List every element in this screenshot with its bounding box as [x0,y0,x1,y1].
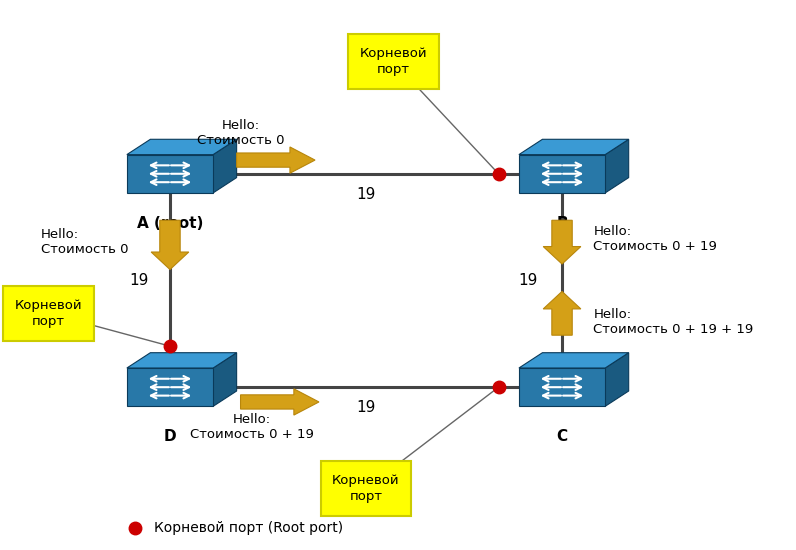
FancyArrow shape [240,389,319,415]
Polygon shape [127,353,236,368]
Text: 19: 19 [519,273,538,288]
Polygon shape [127,368,213,406]
FancyArrow shape [543,221,581,264]
FancyBboxPatch shape [321,461,411,516]
FancyBboxPatch shape [349,34,439,89]
Text: Корневой
порт: Корневой порт [360,47,427,76]
FancyArrow shape [236,147,315,173]
Polygon shape [213,353,236,406]
Polygon shape [605,139,629,193]
Polygon shape [127,139,236,155]
Text: Корневой порт (Root port): Корневой порт (Root port) [154,521,343,535]
Text: 19: 19 [129,273,148,288]
FancyBboxPatch shape [3,286,93,340]
Text: Корневой
порт: Корневой порт [332,474,400,503]
Polygon shape [519,368,605,406]
Text: Hello:
Стоимость 0: Hello: Стоимость 0 [197,119,284,147]
Text: Hello:
Стоимость 0 + 19: Hello: Стоимость 0 + 19 [190,413,314,441]
Text: A (root): A (root) [137,216,203,231]
Text: Hello:
Стоимость 0 + 19: Hello: Стоимость 0 + 19 [593,226,717,254]
Polygon shape [605,353,629,406]
Text: 19: 19 [357,186,376,201]
Polygon shape [519,155,605,193]
Text: D: D [164,430,176,444]
Text: 19: 19 [357,400,376,415]
FancyArrow shape [543,292,581,335]
Text: Hello:
Стоимость 0 + 19 + 19: Hello: Стоимость 0 + 19 + 19 [593,307,754,336]
Text: B: B [556,216,568,231]
Text: C: C [556,430,568,444]
Polygon shape [213,139,236,193]
Polygon shape [127,155,213,193]
FancyArrow shape [151,221,189,270]
Polygon shape [519,353,629,368]
Text: Корневой
порт: Корневой порт [14,299,82,328]
Text: Hello:
Стоимость 0: Hello: Стоимость 0 [41,228,128,256]
Polygon shape [519,139,629,155]
